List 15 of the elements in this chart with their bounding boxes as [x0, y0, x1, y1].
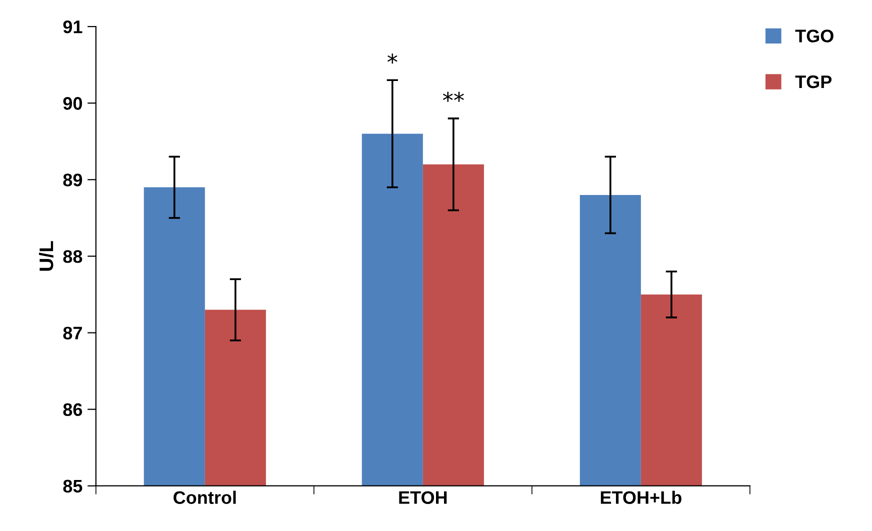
annotation: *: [388, 53, 398, 64]
y-tick-label: 88: [63, 250, 82, 263]
y-tick-label: 90: [63, 97, 82, 110]
legend-label: TGO: [795, 30, 834, 42]
y-tick-label: 91: [63, 20, 82, 34]
y-tick-label: 86: [63, 403, 82, 416]
annotation: **: [442, 92, 464, 102]
y-tick-label: 87: [63, 326, 82, 340]
y-axis-title: U/L: [38, 241, 54, 271]
x-tick-label: Control: [174, 490, 236, 504]
y-tick-label: 85: [63, 480, 82, 493]
legend-label: TGP: [795, 75, 832, 88]
y-tick-label: 89: [63, 174, 82, 186]
x-tick-label: ETOH: [399, 491, 447, 504]
x-tick-label: ETOH+Lb: [600, 490, 682, 504]
